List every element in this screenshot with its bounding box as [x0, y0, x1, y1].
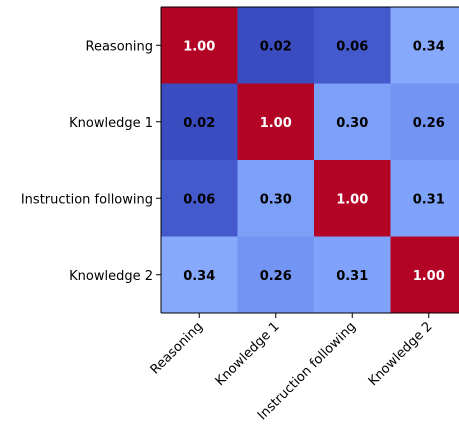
- cell-value-label-r1-c3: 0.26: [413, 116, 445, 131]
- heatmap-cell-r2-c2: [314, 160, 391, 237]
- heatmap-cell-r1-c1: [237, 83, 315, 161]
- x-tick-label-1: Knowledge 1: [213, 319, 283, 389]
- x-tick-label-3: Knowledge 2: [366, 319, 436, 389]
- cell-value-label-r3-c1: 0.26: [260, 269, 292, 284]
- cell-value-label-r2-c3: 0.31: [413, 192, 445, 207]
- cell-value-label-r2-c2: 1.00: [336, 192, 368, 207]
- cell-value-label-r0-c3: 0.34: [413, 39, 445, 54]
- heatmap-cell-r0-c3: [390, 7, 459, 84]
- heatmap-cell-r3-c1: [237, 236, 315, 314]
- cell-value-label-r2-c1: 0.30: [260, 192, 292, 207]
- heatmap-cell-r3-c2: [314, 236, 391, 314]
- heatmap-cells: [161, 7, 459, 314]
- heatmap-cell-r0-c0: [161, 7, 238, 84]
- y-tick-label-0: Reasoning: [86, 39, 153, 54]
- cell-value-label-r3-c2: 0.31: [336, 269, 368, 284]
- heatmap-cell-r1-c0: [161, 83, 238, 161]
- heatmap-axes: [156, 6, 459, 318]
- cell-value-label-r0-c1: 0.02: [260, 39, 292, 54]
- cell-value-label-r0-c2: 0.06: [336, 39, 368, 54]
- heatmap-cell-r1-c2: [314, 83, 391, 161]
- heatmap-cell-r0-c1: [237, 7, 315, 84]
- heatmap-cell-r2-c1: [237, 160, 315, 237]
- cell-value-label-r3-c0: 0.34: [183, 269, 215, 284]
- cell-value-label-r1-c2: 0.30: [336, 116, 368, 131]
- y-tick-labels: Reasoning Knowledge 1 Instruction followin…: [21, 39, 153, 284]
- heatmap-cell-r0-c2: [314, 7, 391, 84]
- cell-value-label-r1-c1: 1.00: [260, 116, 292, 131]
- heatmap-cell-r2-c0: [161, 160, 238, 237]
- cell-value-label-r3-c3: 1.00: [413, 269, 445, 284]
- y-tick-label-2: Instruction following: [21, 192, 153, 207]
- y-tick-label-1: Knowledge 1: [69, 116, 153, 131]
- x-tick-label-0: Reasoning: [148, 319, 206, 377]
- cell-value-label-r0-c0: 1.00: [183, 39, 215, 54]
- y-tick-label-3: Knowledge 2: [69, 269, 153, 284]
- heatmap-cell-r2-c3: [390, 160, 459, 237]
- cell-value-label-r1-c0: 0.02: [183, 116, 215, 131]
- heatmap-cell-r3-c0: [161, 236, 238, 314]
- cell-value-label-r2-c0: 0.06: [183, 192, 215, 207]
- heatmap-cell-r3-c3: [390, 236, 459, 314]
- heatmap-cell-labels: 1.00 0.02 0.06 0.34 0.02 1.00 0.30 0.26 0.06 0.30…: [183, 39, 445, 284]
- heatmap-cell-r1-c3: [390, 83, 459, 161]
